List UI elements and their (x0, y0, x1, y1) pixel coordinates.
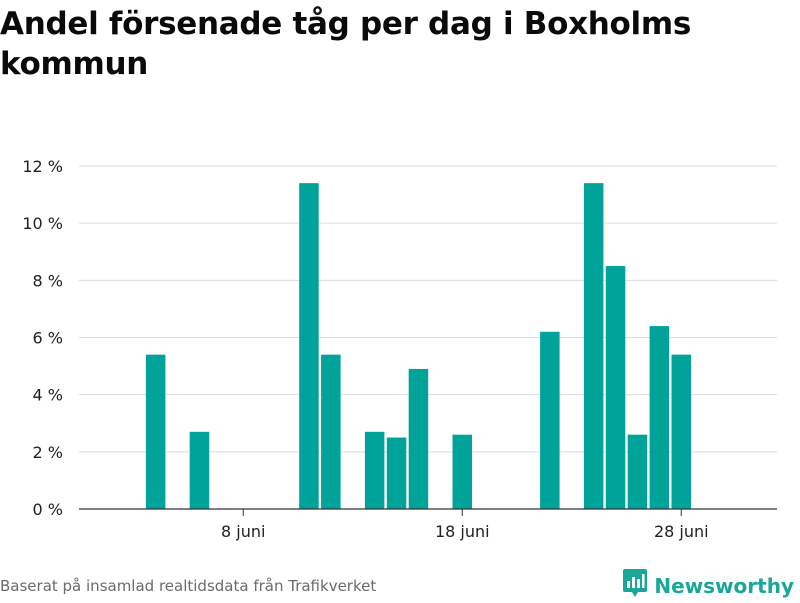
bar-series (145, 183, 691, 509)
bar (627, 434, 648, 509)
axes (79, 508, 777, 516)
tick-labels: 0 % 2 % 4 % 6 % 8 % 10 % 12 % 8 juni 18 juni 28 j… (22, 157, 708, 541)
y-tick-label: 0 % (33, 500, 63, 519)
bar (408, 368, 429, 509)
y-tick-label: 12 % (22, 157, 63, 176)
x-tick-label: 8 juni (221, 522, 265, 541)
bar (605, 266, 626, 509)
bar (321, 354, 341, 509)
y-tick-label: 2 % (33, 443, 63, 462)
brand-logo[interactable]: Newsworthy (622, 568, 794, 603)
bar (452, 434, 472, 509)
y-tick-label: 4 % (33, 386, 63, 405)
bar (364, 431, 385, 509)
y-tick-label: 10 % (22, 214, 63, 233)
brand-name: Newsworthy (654, 573, 794, 598)
chart-title: Andel försenade tåg per dag i Boxholms k… (0, 6, 692, 82)
bar (145, 354, 166, 509)
source-note: Baserat på insamlad realtidsdata från Tr… (0, 577, 377, 595)
bar (386, 437, 407, 509)
x-tick-label: 28 juni (654, 522, 709, 541)
newsworthy-logo-icon (622, 568, 648, 603)
bar (583, 183, 604, 509)
bar (299, 183, 319, 509)
bar (189, 431, 210, 509)
x-tick-label: 18 juni (435, 522, 490, 541)
bar (649, 326, 670, 509)
y-tick-label: 8 % (33, 271, 63, 290)
y-tick-label: 6 % (33, 329, 63, 348)
bar (671, 354, 691, 509)
bar (540, 331, 560, 509)
